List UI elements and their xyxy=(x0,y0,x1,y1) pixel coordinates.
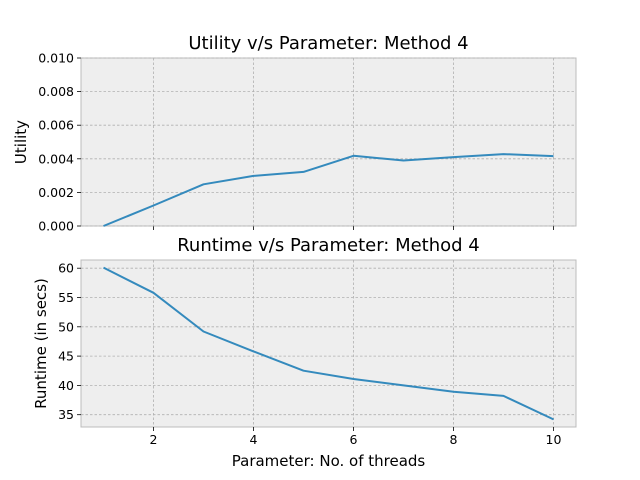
y-tick-label: 0.008 xyxy=(38,84,74,99)
x-tick-label: 8 xyxy=(450,432,458,447)
plot-area xyxy=(80,57,577,227)
y-tick-label: 0.002 xyxy=(38,185,74,200)
x-tick-label: 6 xyxy=(350,432,358,447)
runtime-chart: 2 4 6 8 10 35 40 45 50 55 60 Runtime v/s Parameter:… xyxy=(32,235,577,470)
chart-title: Runtime v/s Parameter: Method 4 xyxy=(177,235,480,256)
y-tick-label: 50 xyxy=(58,319,74,334)
y-tick-label: 0.004 xyxy=(38,151,74,166)
y-tick-label: 55 xyxy=(58,290,74,305)
y-tick-label: 35 xyxy=(58,407,74,422)
y-axis-label: Utility xyxy=(12,120,30,164)
y-axis-label: Runtime (in secs) xyxy=(32,278,50,409)
y-tick-label: 0.010 xyxy=(38,51,74,66)
y-tick-label: 0.006 xyxy=(38,118,74,133)
x-tick-label: 10 xyxy=(546,432,562,447)
y-tick-label: 0.000 xyxy=(38,219,74,234)
utility-chart: 0.000 0.002 0.004 0.006 0.008 0.010 Utility v/… xyxy=(12,33,577,234)
x-axis-label: Parameter: No. of threads xyxy=(232,452,426,470)
y-tick-label: 45 xyxy=(58,349,74,364)
y-tick-label: 60 xyxy=(58,261,74,276)
chart-title: Utility v/s Parameter: Method 4 xyxy=(188,33,468,54)
series-line xyxy=(103,153,554,227)
series-line xyxy=(103,266,554,421)
x-tick-label: 4 xyxy=(250,432,258,447)
x-tick-label: 2 xyxy=(150,432,158,447)
y-tick-label: 40 xyxy=(58,378,74,393)
plot-area xyxy=(80,259,577,428)
